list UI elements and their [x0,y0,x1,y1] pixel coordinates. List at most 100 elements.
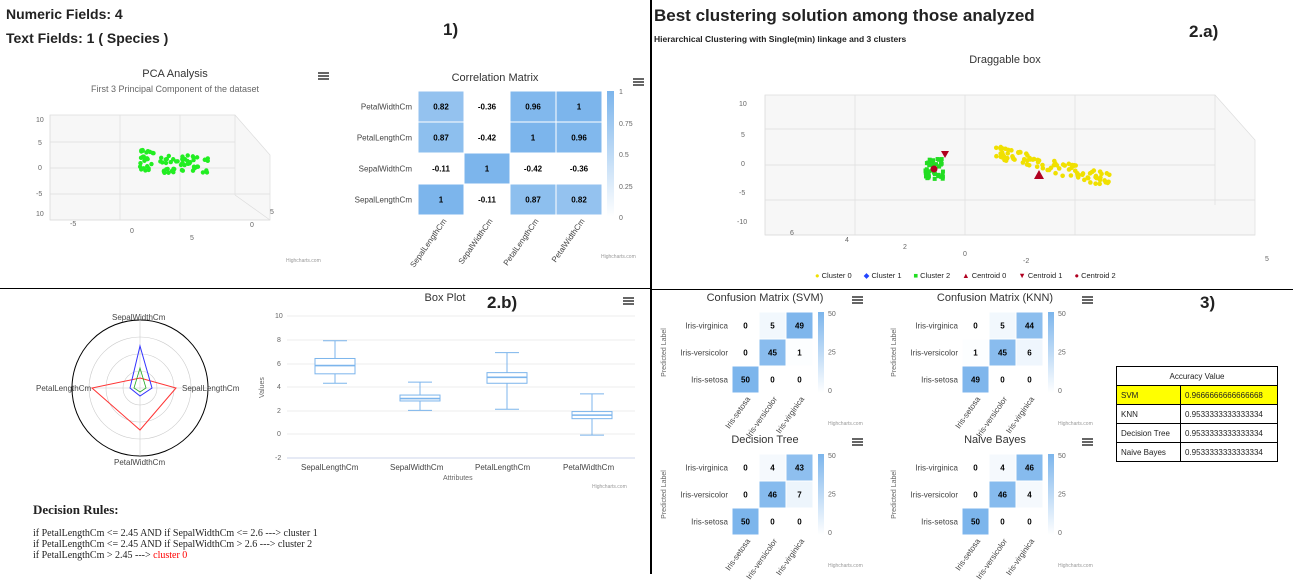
cluster-xtick: 6 [790,230,794,237]
cm-cell-value: 1 [973,349,978,358]
legend-cluster-1[interactable]: ◆ Cluster 1 [864,271,902,280]
radar-chart[interactable]: SepalWidthCm SepalLengthCm PetalWidthCm … [30,312,250,467]
accuracy-value: 0.9533333333333334 [1180,423,1278,443]
legend-centroid-2[interactable]: ● Centroid 2 [1074,271,1115,280]
cm-chart[interactable]: Iris-virginica 0 5 49 Iris-versicolor 0 45 1 Iri… [650,306,880,441]
cm-cell-value: 0 [743,491,748,500]
cm-cell[interactable] [961,365,990,394]
pca-point [144,156,150,161]
cluster-0-point [1001,154,1007,159]
cm-cell-value: 4 [770,464,775,473]
legend-centroid-0[interactable]: ▲ Centroid 0 [962,271,1006,280]
cm-cell[interactable] [758,507,787,536]
cm-cell[interactable] [1015,507,1044,536]
cm-cell[interactable] [1015,365,1044,394]
corr-cell-value: 0.87 [433,134,449,143]
cluster-2-point [936,172,941,177]
cm-cell-value: 43 [795,464,804,473]
corr-menu-icon[interactable] [633,78,644,87]
pca-point [149,161,154,167]
legend-cluster-0[interactable]: ● Cluster 0 [815,271,852,280]
cm-color-axis [818,312,824,393]
corr-cell[interactable] [417,90,465,123]
cm-credit: Highcharts.com [828,421,863,427]
cluster-points [923,144,1112,187]
pca-point [162,170,167,176]
cm-cell[interactable] [785,507,814,536]
box-plot-chart[interactable]: 10 8 6 4 2 0 -2 Values SepalLengthCm Sep… [255,310,645,485]
cluster-3d-chart[interactable]: 10 5 0 -5 -10 6 4 2 0 -2 5 0 [655,85,1290,270]
cluster-2-point [934,162,939,167]
cm-cell[interactable] [758,480,787,509]
cluster-0-point [1035,159,1041,165]
corr-cell-value: 0.96 [571,134,587,143]
corr-cell[interactable] [417,152,465,185]
decision-rules: Decision Rules: if PetalLengthCm <= 2.45… [33,502,318,561]
cluster-0-point [1034,164,1040,170]
radar-axis-label: PetalLengthCm [36,384,91,393]
cm-cell[interactable] [758,365,787,394]
boxplot-menu-icon[interactable] [623,297,634,306]
cm-menu-icon[interactable] [1082,438,1093,447]
cm-menu-icon[interactable] [852,438,863,447]
corr-cell[interactable] [555,121,603,154]
pca-3d-chart[interactable]: 10 5 0 -5 10 -5 0 5 5 0 [0,100,330,270]
pca-menu-icon[interactable] [318,72,329,81]
pca-xtick: 0 [130,228,134,235]
pca-subtitle: First 3 Principal Component of the datas… [90,84,260,94]
cluster-1-marker-icon: ◆ [863,271,870,280]
corr-cell[interactable] [417,183,465,216]
cm-menu-icon[interactable] [1082,296,1093,305]
cm-cell[interactable] [785,365,814,394]
cm-cell[interactable] [1015,338,1044,367]
cm-cell-value: 0 [743,464,748,473]
corr-color-tick: 0.75 [619,121,633,128]
cm-cell[interactable] [988,365,1017,394]
legend-cluster-2[interactable]: ■ Cluster 2 [914,271,951,280]
cm-cell[interactable] [785,480,814,509]
cm-cell[interactable] [731,480,760,509]
cm-chart[interactable]: Iris-virginica 0 5 44 Iris-versicolor 1 45 6 Iri… [880,306,1110,441]
cm-cell[interactable] [961,453,990,482]
cm-cell[interactable] [1015,480,1044,509]
cluster-legend: ● Cluster 0 ◆ Cluster 1 ■ Cluster 2 ▲ Ce… [815,271,1116,280]
corr-cell[interactable] [509,90,557,123]
cm-ylabel: Predicted Label [891,328,898,377]
corr-cell[interactable] [555,183,603,216]
cm-cell[interactable] [1015,453,1044,482]
corr-cell[interactable] [417,121,465,154]
corr-cell[interactable] [555,152,603,185]
cm-cell[interactable] [731,338,760,367]
cm-title: Confusion Matrix (KNN) [936,292,1054,304]
corr-cell-value: 0.82 [571,196,587,205]
cm-menu-icon[interactable] [852,296,863,305]
corr-cell[interactable] [463,152,511,185]
corr-cell[interactable] [463,121,511,154]
cluster-0-point [1097,169,1103,174]
corr-color-tick: 0 [619,215,623,222]
pca-point [190,168,196,173]
legend-centroid-1[interactable]: ▼ Centroid 1 [1018,271,1062,280]
cluster-2-point [939,160,944,165]
corr-cell[interactable] [509,183,557,216]
cluster-0-point [1068,173,1074,178]
cm-cell[interactable] [1015,311,1044,340]
corr-col-label: SepalLengthCm [408,217,448,269]
boxplot-ytick: 10 [275,313,283,320]
cm-cell[interactable] [785,338,814,367]
boxplot-ytick: 8 [277,337,281,344]
cm-row-label: Iris-virginica [685,322,728,331]
cm-cell[interactable] [731,453,760,482]
corr-cell-value: 1 [439,196,444,205]
corr-cell[interactable] [555,90,603,123]
cm-cell-value: 0 [1027,376,1032,385]
right-horizontal-divider [652,289,1293,290]
cm-cell[interactable] [988,480,1017,509]
cm-cell-value: 0 [797,518,802,527]
cm-credit: Highcharts.com [828,563,863,569]
pca-ztick: 0 [250,222,254,229]
boxplot-ytick: 4 [277,384,281,391]
correlation-matrix-chart[interactable]: PetalWidthCm 0.82 -0.36 0.96 1 PetalLengthCm 0… [330,85,648,270]
cm-cell-value: 0 [770,376,775,385]
corr-cell[interactable] [509,152,557,185]
